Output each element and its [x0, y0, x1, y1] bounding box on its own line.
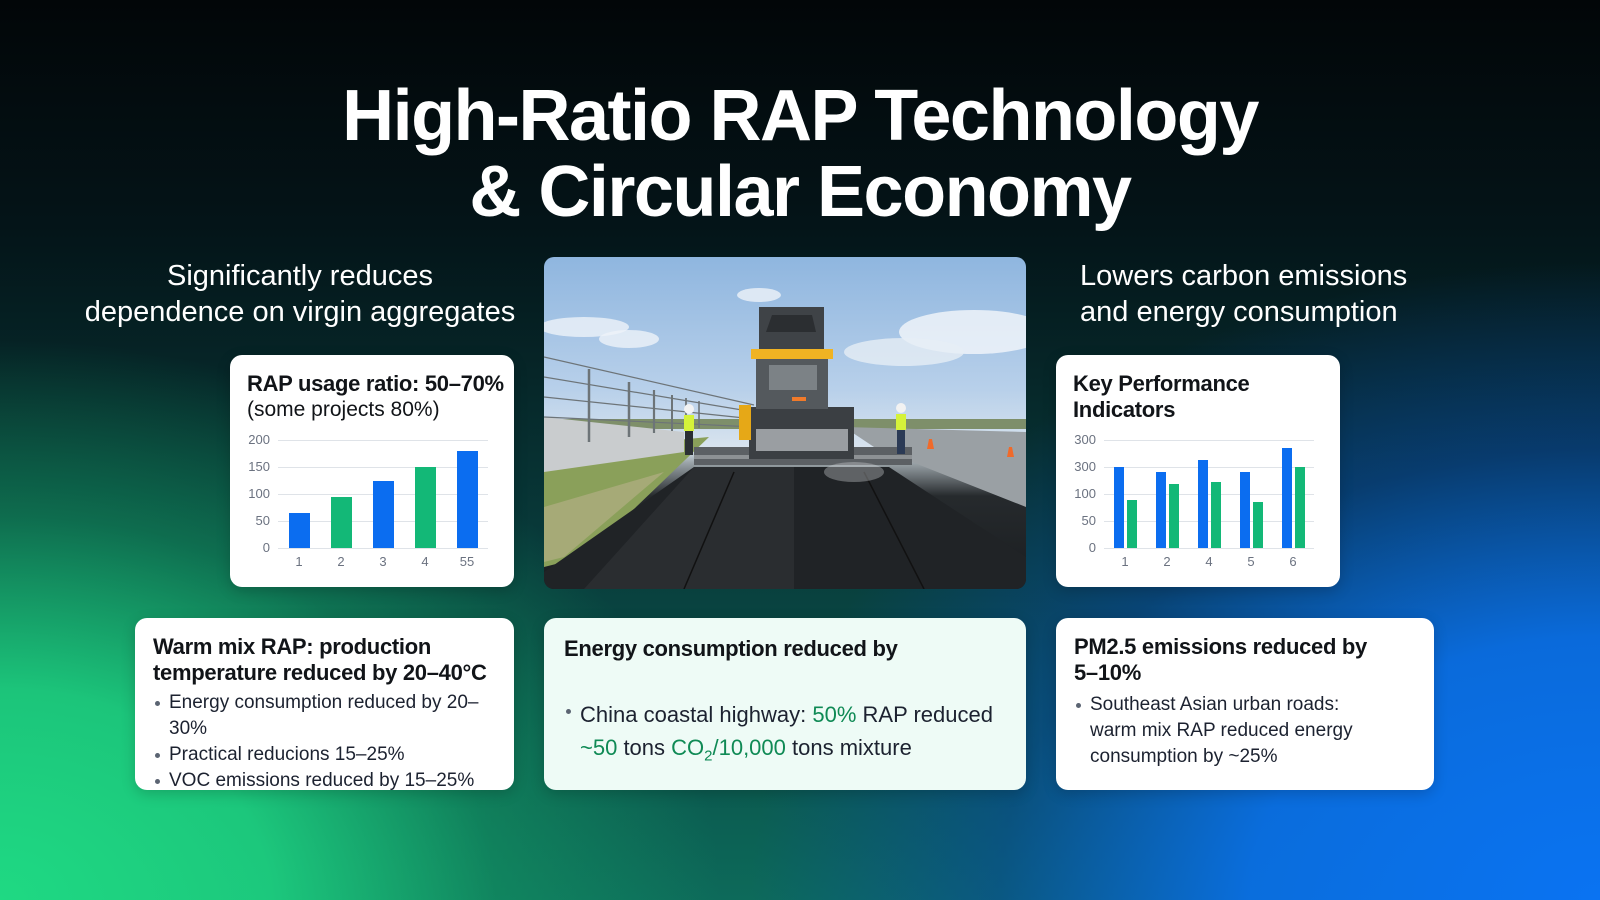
bar: [288, 512, 310, 548]
tons-mixture-label: tons mixture: [785, 735, 912, 760]
warm-mix-card: Warm mix RAP: production temperature red…: [135, 618, 514, 791]
asphalt-paver-image: [544, 288, 1026, 589]
bar: [1197, 459, 1208, 548]
pm25-bullet-line-1: Southeast Asian urban roads:: [1090, 694, 1340, 715]
x-axis-tick-label: 2: [1163, 554, 1171, 569]
y-axis-tick-label: 100: [1074, 486, 1096, 501]
right-heading-line-2: and energy consumption: [1080, 296, 1398, 328]
y-axis-tick-label: 150: [248, 459, 270, 474]
y-axis-tick-label: 300: [1074, 459, 1096, 474]
y-axis-tick-label: 100: [248, 486, 270, 501]
left-column-heading: Significantly reduces dependence on virg…: [60, 258, 540, 330]
gridline: [1104, 494, 1314, 495]
bar: [372, 480, 394, 548]
bullet-item: China coastal highway: 50% RAP reduced ~…: [564, 698, 1006, 772]
bar: [1155, 472, 1166, 548]
pm25-bullet-line-3: consumption by ~25%: [1090, 746, 1278, 767]
gridline: [1104, 548, 1314, 549]
title-line-1: High-Ratio RAP Technology: [342, 76, 1259, 156]
bar: [1168, 484, 1179, 548]
kpi-title-line-2: Indicators: [1073, 397, 1176, 422]
warm-mix-title-line-2: temperature reduced by 20–40°C: [153, 660, 487, 685]
kpi-chart-card: Key Performance Indicators 0 50 100 300 300 1…: [1056, 355, 1340, 587]
x-axis-tick-label: 1: [295, 554, 303, 569]
bar: [414, 467, 436, 548]
x-axis-tick-label: 6: [1289, 554, 1297, 569]
highlight-10000: /10,000: [712, 735, 786, 760]
bar: [1239, 472, 1250, 548]
right-heading-line-1: Lowers carbon emissions: [1080, 260, 1408, 292]
bullet-prefix: China coastal highway:: [580, 702, 813, 727]
highlight-co: CO: [671, 735, 705, 760]
bar: [1126, 500, 1137, 548]
gridline: [1104, 467, 1314, 468]
bullet-item: Southeast Asian urban roads: warm mix RA…: [1074, 692, 1416, 770]
rap-usage-title: RAP usage ratio: 50–70%: [247, 371, 504, 396]
energy-title: Energy consumption reduced by: [564, 636, 898, 661]
pm25-bullet-line-2: warm mix RAP reduced energy: [1090, 720, 1353, 741]
y-axis-tick-label: 50: [1081, 513, 1096, 528]
left-heading-line-2: dependence on virgin aggregates: [84, 296, 516, 328]
kpi-title: Key Performance Indicators: [1073, 371, 1250, 423]
warm-mix-title-line-1: Warm mix RAP: production: [153, 634, 431, 659]
pm25-card: PM2.5 emissions reduced by 5–10% Southea…: [1056, 618, 1434, 790]
kpi-grouped-bar-chart: 0 50 100 300 300 1 2 4 5 6: [1056, 355, 1340, 587]
bullet-item: Energy consumption reduced by 20–30%: [153, 690, 496, 742]
pm25-title: PM2.5 emissions reduced by 5–10%: [1074, 634, 1416, 686]
kpi-title-line-1: Key Performance: [1073, 371, 1250, 396]
bar: [1252, 501, 1263, 548]
gridline: [278, 467, 488, 468]
x-axis-tick-label: 5: [1247, 554, 1255, 569]
left-heading-line-1: Significantly reduces: [167, 260, 433, 292]
bullet-item: Practical reducions 15–25%: [153, 742, 496, 768]
warm-mix-bullets: Energy consumption reduced by 20–30% Pra…: [153, 690, 496, 794]
x-axis-tick-label: 2: [337, 554, 345, 569]
y-axis-tick-label: 0: [1088, 540, 1096, 555]
warm-mix-title: Warm mix RAP: production temperature red…: [153, 634, 496, 686]
rap-usage-bar-chart: 0 50 100 150 200 1 2 3 4 55: [230, 355, 514, 587]
bar: [1294, 467, 1305, 548]
rap-usage-subtitle: (some projects 80%): [247, 398, 440, 421]
highlight-co-subscript: 2: [704, 747, 713, 765]
energy-consumption-card: Energy consumption reduced by China coas…: [544, 618, 1026, 790]
x-axis-tick-label: 3: [379, 554, 387, 569]
y-axis-tick-label: 300: [1074, 432, 1096, 447]
bar: [1113, 467, 1124, 548]
x-axis-tick-label: 4: [1205, 554, 1213, 569]
highlight-50-percent: 50%: [812, 702, 857, 727]
right-column-heading: Lowers carbon emissions and energy consu…: [1080, 258, 1480, 330]
y-axis-tick-label: 200: [248, 432, 270, 447]
energy-bullets: China coastal highway: 50% RAP reduced ~…: [564, 698, 1006, 772]
paving-photo: [544, 257, 1026, 589]
y-axis-tick-label: 0: [262, 540, 270, 555]
bar: [456, 450, 478, 548]
x-axis-tick-label: 55: [459, 554, 475, 569]
bar: [1281, 448, 1292, 548]
pm25-bullets: Southeast Asian urban roads: warm mix RA…: [1074, 692, 1416, 770]
pm25-title-line-1: PM2.5 emissions reduced by: [1074, 634, 1367, 659]
rap-usage-chart-card: RAP usage ratio: 50–70% (some projects 8…: [230, 355, 514, 587]
bullet-mid: RAP reduced: [856, 702, 993, 727]
bar: [1210, 482, 1221, 548]
highlight-50-tons: ~50: [580, 735, 618, 760]
gridline: [1104, 521, 1314, 522]
bullet-item: VOC emissions reduced by 15–25%: [153, 768, 496, 794]
tons-label: tons: [617, 735, 672, 760]
gridline: [278, 548, 488, 549]
bar: [330, 496, 352, 548]
page-title: High-Ratio RAP Technology & Circular Eco…: [0, 78, 1600, 230]
title-line-2: & Circular Economy: [469, 152, 1132, 232]
gridline: [278, 440, 488, 441]
x-axis-tick-label: 4: [421, 554, 429, 569]
x-axis-tick-label: 1: [1121, 554, 1129, 569]
gridline: [1104, 440, 1314, 441]
pm25-title-line-2: 5–10%: [1074, 660, 1142, 685]
y-axis-tick-label: 50: [255, 513, 270, 528]
